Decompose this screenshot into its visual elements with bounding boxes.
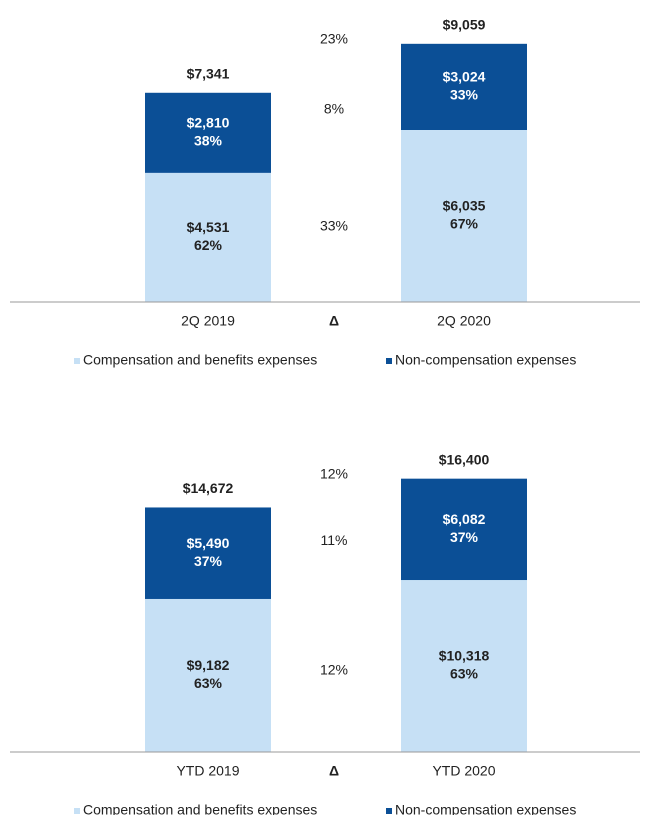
total-label: $9,059 — [443, 17, 486, 33]
delta-label: 11% — [321, 532, 348, 548]
bar-segment — [145, 598, 271, 752]
legend-swatch — [74, 808, 80, 814]
legend-label: Non-compensation expenses — [395, 802, 576, 815]
share-label: 63% — [450, 666, 479, 682]
delta-header: Δ — [329, 313, 339, 329]
value-label: $6,082 — [443, 511, 486, 527]
bar-segment — [145, 172, 271, 302]
legend-swatch — [386, 358, 392, 364]
share-label: 33% — [450, 87, 479, 103]
share-label: 62% — [194, 237, 223, 253]
total-label: $14,672 — [183, 480, 234, 496]
bar-segment — [401, 580, 527, 752]
delta-label: 33% — [320, 217, 348, 233]
bar-segment — [145, 92, 271, 173]
legend-swatch — [386, 808, 392, 814]
share-label: 63% — [194, 675, 223, 691]
x-tick-label: 2Q 2020 — [437, 313, 491, 329]
bar-segment — [401, 43, 527, 131]
value-label: $5,490 — [187, 535, 230, 551]
x-tick-label: YTD 2020 — [432, 763, 495, 779]
delta-label: 8% — [324, 101, 344, 117]
delta-label: 12% — [320, 661, 348, 677]
value-label: $6,035 — [443, 198, 486, 214]
value-label: $9,182 — [187, 657, 230, 673]
x-tick-label: 2Q 2019 — [181, 313, 235, 329]
delta-label: 23% — [320, 31, 348, 47]
legend-label: Non-compensation expenses — [395, 352, 576, 368]
legend-label: Compensation and benefits expenses — [83, 802, 317, 815]
share-label: 37% — [194, 553, 223, 569]
share-label: 37% — [450, 529, 479, 545]
delta-header: Δ — [329, 763, 339, 779]
value-label: $4,531 — [187, 219, 230, 235]
bar-segment — [401, 130, 527, 302]
legend-swatch — [74, 358, 80, 364]
share-label: 38% — [194, 133, 223, 149]
bar-segment — [401, 478, 527, 581]
x-tick-label: YTD 2019 — [176, 763, 239, 779]
total-label: $16,400 — [439, 451, 490, 467]
value-label: $3,024 — [443, 69, 486, 85]
value-label: $10,318 — [439, 648, 490, 664]
delta-label: 12% — [320, 465, 348, 481]
bar-segment — [145, 507, 271, 599]
share-label: 67% — [450, 216, 479, 232]
legend-label: Compensation and benefits expenses — [83, 352, 317, 368]
total-label: $7,341 — [187, 65, 230, 81]
value-label: $2,810 — [187, 115, 230, 131]
